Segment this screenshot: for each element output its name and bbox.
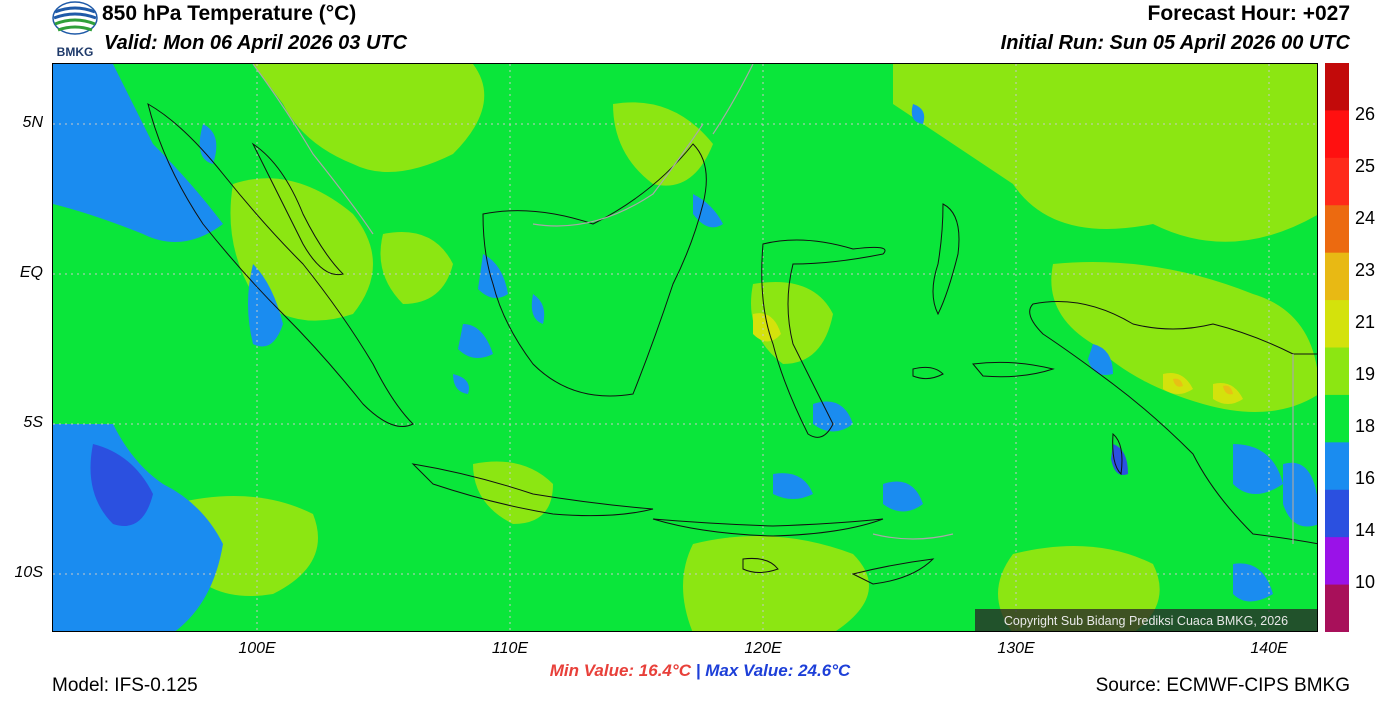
colorbar-label: 25: [1355, 156, 1376, 176]
colorbar-swatch: [1325, 489, 1349, 538]
colorbar-label: 10: [1355, 572, 1376, 592]
coastlines: [147, 102, 1317, 585]
colorbar-label: 18: [1355, 416, 1376, 436]
colorbar-label: 24: [1355, 208, 1376, 228]
colorbar-swatch: [1325, 252, 1349, 301]
graticule: [53, 64, 1317, 631]
temperature-map[interactable]: Copyright Sub Bidang Prediksi Cuaca BMKG…: [52, 63, 1318, 632]
lat-label: 10S: [14, 564, 43, 581]
colorbar-swatch: [1325, 347, 1349, 396]
map-title: 850 hPa Temperature (°C): [102, 2, 357, 25]
source-label: Source: ECMWF-CIPS BMKG: [1095, 675, 1350, 696]
lon-label: 130E: [997, 640, 1035, 657]
colorbar-swatch: [1325, 110, 1349, 159]
initial-run: Initial Run: Sun 05 April 2026 00 UTC: [1000, 32, 1350, 54]
lat-label: 5N: [22, 114, 43, 131]
bmkg-logo-icon: BMKG: [52, 1, 98, 59]
colorbar-swatch: [1325, 205, 1349, 254]
lon-label: 110E: [491, 640, 529, 657]
lat-label: 5S: [23, 414, 43, 431]
colorbar-label: 23: [1355, 260, 1376, 280]
colorbar-swatch: [1325, 63, 1349, 111]
coolest-regions: [90, 444, 1128, 526]
colorbar-label: 21: [1355, 312, 1376, 332]
colorbar-swatch: [1325, 157, 1349, 206]
colorbar-label: 19: [1355, 364, 1376, 384]
min-max-values: Min Value: 16.4°C | Max Value: 24.6°C: [0, 661, 1400, 681]
colorbar-label: 26: [1355, 104, 1376, 124]
colorbar-swatch: [1325, 537, 1349, 586]
logo-text: BMKG: [57, 45, 94, 59]
lon-label: 100E: [238, 640, 276, 657]
colorbar-swatch: [1325, 584, 1349, 632]
colorbar: [1325, 63, 1349, 632]
colorbar-swatch: [1325, 394, 1349, 443]
colorbar-swatch: [1325, 442, 1349, 491]
borders: [252, 64, 1294, 544]
lon-label: 140E: [1250, 640, 1288, 657]
colorbar-label: 14: [1355, 520, 1376, 540]
forecast-hour: Forecast Hour: +027: [1147, 2, 1351, 25]
map-canvas: [53, 64, 1317, 631]
colorbar-swatch: [1325, 300, 1349, 348]
min-value: Min Value: 16.4°C: [549, 661, 691, 680]
copyright-notice: Copyright Sub Bidang Prediksi Cuaca BMKG…: [975, 609, 1317, 631]
lon-label: 120E: [744, 640, 782, 657]
valid-time: Valid: Mon 06 April 2026 03 UTC: [104, 32, 408, 54]
max-value: Max Value: 24.6°C: [705, 661, 851, 680]
model-label: Model: IFS-0.125: [52, 675, 198, 696]
lat-label: EQ: [19, 264, 43, 281]
separator: |: [695, 661, 701, 680]
colorbar-label: 16: [1355, 468, 1376, 488]
